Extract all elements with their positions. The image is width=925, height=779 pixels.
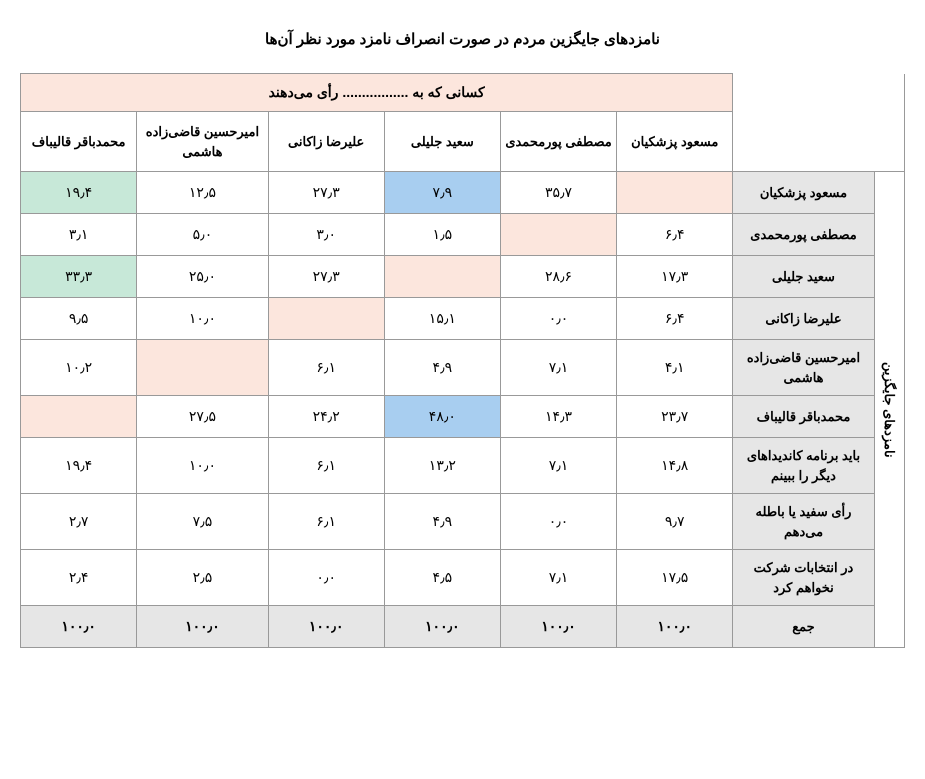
data-cell: ۴۸٫۰ (384, 396, 500, 438)
col-header-0: مسعود پزشکیان (617, 112, 733, 172)
data-cell: ۲٫۴ (21, 550, 137, 606)
data-cell: ۹٫۷ (617, 494, 733, 550)
table-row: سعید جلیلی۱۷٫۳۲۸٫۶ ۲۷٫۳۲۵٫۰۳۳٫۳ (21, 256, 905, 298)
total-row: جمع۱۰۰٫۰۱۰۰٫۰۱۰۰٫۰۱۰۰٫۰۱۰۰٫۰۱۰۰٫۰ (21, 606, 905, 648)
data-cell: ۳٫۱ (21, 214, 137, 256)
data-cell (617, 172, 733, 214)
total-label: جمع (733, 606, 874, 648)
data-cell (21, 396, 137, 438)
data-cell: ۱۴٫۸ (617, 438, 733, 494)
blank-corner (733, 74, 905, 172)
data-cell: ۲۷٫۵ (137, 396, 268, 438)
data-cell: ۳۳٫۳ (21, 256, 137, 298)
row-header: در انتخابات شرکت نخواهم کرد (733, 550, 874, 606)
data-cell: ۳۵٫۷ (500, 172, 616, 214)
data-cell: ۷٫۵ (137, 494, 268, 550)
row-header: علیرضا زاکانی (733, 298, 874, 340)
table-row: مصطفی پورمحمدی۶٫۴ ۱٫۵۳٫۰۵٫۰۳٫۱ (21, 214, 905, 256)
data-cell: ۱۷٫۵ (617, 550, 733, 606)
data-cell: ۶٫۴ (617, 298, 733, 340)
total-cell: ۱۰۰٫۰ (384, 606, 500, 648)
row-header: امیرحسین قاضی‌زاده هاشمی (733, 340, 874, 396)
table-row: علیرضا زاکانی۶٫۴۰٫۰۱۵٫۱ ۱۰٫۰۹٫۵ (21, 298, 905, 340)
data-cell: ۴٫۹ (384, 340, 500, 396)
table-row: رأی سفید یا باطله می‌دهم۹٫۷۰٫۰۴٫۹۶٫۱۷٫۵۲… (21, 494, 905, 550)
data-cell: ۷٫۱ (500, 550, 616, 606)
row-header: مصطفی پورمحمدی (733, 214, 874, 256)
table-row: امیرحسین قاضی‌زاده هاشمی۴٫۱۷٫۱۴٫۹۶٫۱ ۱۰٫۲ (21, 340, 905, 396)
total-cell: ۱۰۰٫۰ (21, 606, 137, 648)
total-cell: ۱۰۰٫۰ (137, 606, 268, 648)
col-header-4: امیرحسین قاضی‌زاده هاشمی (137, 112, 268, 172)
row-header: مسعود پزشکیان (733, 172, 874, 214)
col-header-5: محمدباقر قالیباف (21, 112, 137, 172)
data-cell (137, 340, 268, 396)
data-cell: ۷٫۹ (384, 172, 500, 214)
data-cell: ۱۹٫۴ (21, 438, 137, 494)
data-cell: ۶٫۱ (268, 438, 384, 494)
row-header: باید برنامه کاندیداهای دیگر را ببینم (733, 438, 874, 494)
data-cell: ۹٫۵ (21, 298, 137, 340)
data-cell: ۱٫۵ (384, 214, 500, 256)
table-row: باید برنامه کاندیداهای دیگر را ببینم۱۴٫۸… (21, 438, 905, 494)
side-group-header: نامزدهای جایگزین (874, 172, 904, 648)
data-cell (384, 256, 500, 298)
data-cell: ۲۸٫۶ (500, 256, 616, 298)
data-cell (268, 298, 384, 340)
table-row: نامزدهای جایگزینمسعود پزشکیان۳۵٫۷۷٫۹۲۷٫۳… (21, 172, 905, 214)
data-cell: ۱۳٫۲ (384, 438, 500, 494)
top-group-header: کسانی که به ................. رأی می‌دهن… (21, 74, 733, 112)
alternative-candidates-table: کسانی که به ................. رأی می‌دهن… (20, 73, 905, 648)
table-row: در انتخابات شرکت نخواهم کرد۱۷٫۵۷٫۱۴٫۵۰٫۰… (21, 550, 905, 606)
table-row: محمدباقر قالیباف۲۳٫۷۱۴٫۳۴۸٫۰۲۴٫۲۲۷٫۵ (21, 396, 905, 438)
row-header: سعید جلیلی (733, 256, 874, 298)
data-cell: ۱۰٫۰ (137, 298, 268, 340)
data-cell: ۲۳٫۷ (617, 396, 733, 438)
table-body: نامزدهای جایگزینمسعود پزشکیان ۳۵٫۷۷٫۹۲۷٫۳… (21, 172, 905, 648)
data-cell: ۷٫۱ (500, 340, 616, 396)
data-cell: ۱۴٫۳ (500, 396, 616, 438)
data-cell: ۶٫۴ (617, 214, 733, 256)
data-cell: ۱۵٫۱ (384, 298, 500, 340)
data-cell: ۱۰٫۲ (21, 340, 137, 396)
data-cell: ۲۵٫۰ (137, 256, 268, 298)
total-cell: ۱۰۰٫۰ (617, 606, 733, 648)
col-header-1: مصطفی پورمحمدی (500, 112, 616, 172)
data-cell: ۲۷٫۳ (268, 256, 384, 298)
data-cell: ۴٫۵ (384, 550, 500, 606)
col-header-2: سعید جلیلی (384, 112, 500, 172)
data-cell: ۱۲٫۵ (137, 172, 268, 214)
data-cell: ۱۹٫۴ (21, 172, 137, 214)
data-cell: ۲٫۷ (21, 494, 137, 550)
data-cell: ۲٫۵ (137, 550, 268, 606)
row-header: محمدباقر قالیباف (733, 396, 874, 438)
data-cell: ۴٫۱ (617, 340, 733, 396)
data-cell: ۰٫۰ (500, 298, 616, 340)
page-title: نامزدهای جایگزین مردم در صورت انصراف نام… (20, 30, 905, 48)
data-cell: ۰٫۰ (500, 494, 616, 550)
data-cell (500, 214, 616, 256)
data-cell: ۲۴٫۲ (268, 396, 384, 438)
data-cell: ۴٫۹ (384, 494, 500, 550)
data-cell: ۲۷٫۳ (268, 172, 384, 214)
row-header: رأی سفید یا باطله می‌دهم (733, 494, 874, 550)
col-header-3: علیرضا زاکانی (268, 112, 384, 172)
total-cell: ۱۰۰٫۰ (268, 606, 384, 648)
data-cell: ۷٫۱ (500, 438, 616, 494)
data-cell: ۵٫۰ (137, 214, 268, 256)
data-cell: ۶٫۱ (268, 494, 384, 550)
total-cell: ۱۰۰٫۰ (500, 606, 616, 648)
data-cell: ۰٫۰ (268, 550, 384, 606)
data-cell: ۳٫۰ (268, 214, 384, 256)
data-cell: ۶٫۱ (268, 340, 384, 396)
data-cell: ۱۰٫۰ (137, 438, 268, 494)
data-cell: ۱۷٫۳ (617, 256, 733, 298)
